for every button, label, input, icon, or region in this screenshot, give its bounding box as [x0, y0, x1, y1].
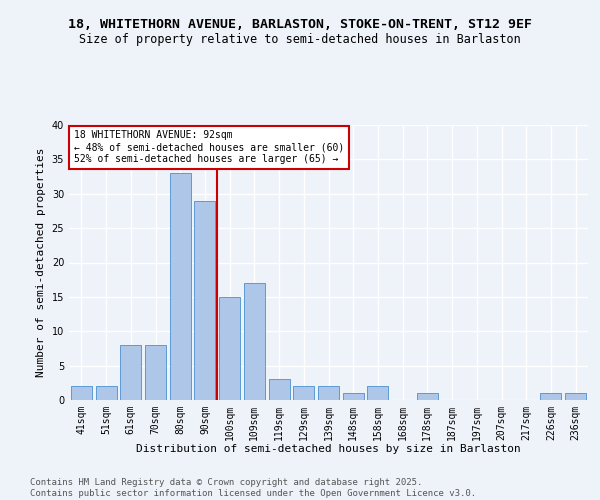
Bar: [120, 345, 141, 400]
Bar: [244, 283, 265, 400]
Y-axis label: Number of semi-detached properties: Number of semi-detached properties: [36, 148, 46, 377]
Text: Contains HM Land Registry data © Crown copyright and database right 2025.
Contai: Contains HM Land Registry data © Crown c…: [30, 478, 476, 498]
Text: Size of property relative to semi-detached houses in Barlaston: Size of property relative to semi-detach…: [79, 32, 521, 46]
Bar: [367, 386, 388, 400]
Bar: [269, 380, 290, 400]
Bar: [417, 393, 438, 400]
Bar: [145, 345, 166, 400]
Bar: [318, 386, 339, 400]
X-axis label: Distribution of semi-detached houses by size in Barlaston: Distribution of semi-detached houses by …: [136, 444, 521, 454]
Bar: [565, 393, 586, 400]
Bar: [170, 173, 191, 400]
Text: 18 WHITETHORN AVENUE: 92sqm
← 48% of semi-detached houses are smaller (60)
52% o: 18 WHITETHORN AVENUE: 92sqm ← 48% of sem…: [74, 130, 344, 164]
Text: 18, WHITETHORN AVENUE, BARLASTON, STOKE-ON-TRENT, ST12 9EF: 18, WHITETHORN AVENUE, BARLASTON, STOKE-…: [68, 18, 532, 30]
Bar: [541, 393, 562, 400]
Bar: [194, 200, 215, 400]
Bar: [71, 386, 92, 400]
Bar: [95, 386, 116, 400]
Bar: [219, 297, 240, 400]
Bar: [343, 393, 364, 400]
Bar: [293, 386, 314, 400]
